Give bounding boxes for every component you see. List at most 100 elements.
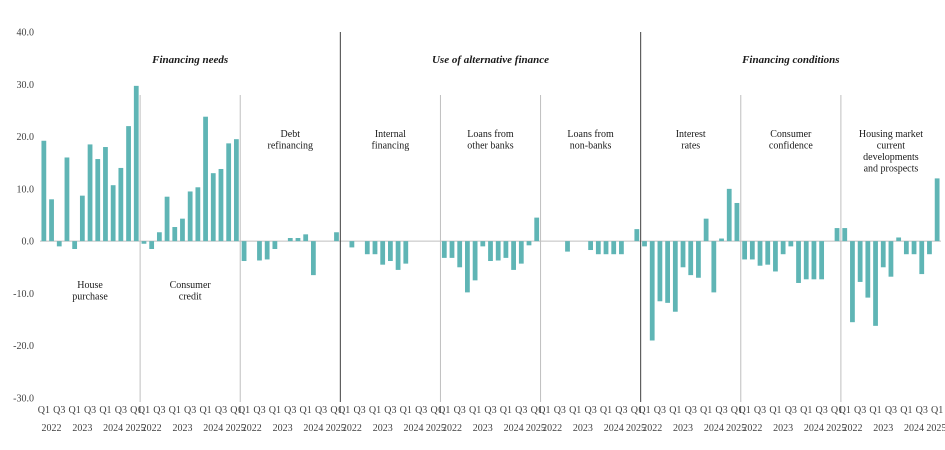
bar bbox=[449, 241, 455, 258]
x-tick-label: Q3 bbox=[215, 405, 227, 416]
x-year-label: 2022 bbox=[142, 423, 162, 434]
panel-label: Consumer confidence bbox=[769, 129, 813, 152]
x-tick-label: Q1 bbox=[69, 405, 81, 416]
x-year-label: 2022 bbox=[542, 423, 562, 434]
y-axis: 40.0 30.0 20.0 10.0 0.0 -10.0 -20.0 -30.0 bbox=[13, 28, 34, 405]
x-tick-label: Q3 bbox=[916, 405, 928, 416]
bar bbox=[334, 232, 339, 242]
x-year-label: 2024 bbox=[203, 423, 223, 434]
bar bbox=[141, 241, 147, 244]
x-tick-label: Q3 bbox=[315, 405, 327, 416]
panel-label-line: confidence bbox=[769, 141, 813, 152]
x-year-label: 2024 bbox=[704, 423, 724, 434]
panel-label-line: Debt bbox=[281, 129, 301, 140]
bar bbox=[634, 229, 640, 242]
bar bbox=[642, 241, 647, 247]
panel-label-line: other banks bbox=[467, 141, 513, 152]
panel-label: Loans from other banks bbox=[467, 129, 514, 152]
x-tick-label: Q1 bbox=[600, 405, 612, 416]
panel-label: Housing market current developments and pro… bbox=[859, 129, 923, 175]
x-year-label: 2025 bbox=[826, 423, 846, 434]
x-year-label: 2022 bbox=[342, 423, 362, 434]
bar bbox=[903, 241, 909, 255]
y-tick-label: 10.0 bbox=[17, 184, 35, 195]
bar bbox=[480, 241, 486, 247]
x-year-label: 2024 bbox=[103, 423, 123, 434]
x-year-label: 2024 bbox=[303, 423, 323, 434]
panel-label-line: Internal bbox=[375, 129, 406, 140]
panel-label-line: purchase bbox=[72, 292, 108, 303]
panel-label-line: Interest bbox=[676, 129, 706, 140]
bar bbox=[95, 159, 101, 242]
x-tick-label: Q3 bbox=[654, 405, 666, 416]
bar bbox=[180, 218, 185, 242]
x-tick-label: Q3 bbox=[253, 405, 265, 416]
bar bbox=[110, 185, 116, 242]
x-year-label: 2023 bbox=[573, 423, 593, 434]
bar bbox=[233, 139, 239, 242]
bar bbox=[927, 241, 932, 255]
x-year-label: 2025 bbox=[926, 423, 945, 434]
y-tick-label: -30.0 bbox=[13, 394, 34, 405]
x-year-label: 2022 bbox=[242, 423, 262, 434]
x-tick-label: Q1 bbox=[731, 405, 743, 416]
x-year-label: 2024 bbox=[403, 423, 423, 434]
bar bbox=[588, 241, 593, 251]
x-tick-label: Q3 bbox=[785, 405, 797, 416]
x-year-label: 2024 bbox=[604, 423, 624, 434]
bar bbox=[603, 241, 609, 255]
bar bbox=[719, 238, 724, 242]
panel-label-line: current bbox=[877, 141, 906, 152]
x-tick-label: Q3 bbox=[84, 405, 96, 416]
bar bbox=[164, 196, 170, 242]
x-year-label: 2023 bbox=[373, 423, 393, 434]
panel-label: Consumer credit bbox=[170, 280, 212, 303]
x-year-label: 2025 bbox=[125, 423, 145, 434]
x-year-label: 2022 bbox=[742, 423, 762, 434]
bar bbox=[665, 241, 671, 303]
x-tick-label: Q1 bbox=[531, 405, 543, 416]
bar bbox=[295, 238, 301, 242]
x-year-label: 2025 bbox=[426, 423, 446, 434]
panel-label-line: rates bbox=[681, 141, 700, 152]
bar bbox=[696, 241, 701, 278]
x-year-label: 2025 bbox=[626, 423, 646, 434]
panel-label-line: Consumer bbox=[770, 129, 812, 140]
panel-label-line: credit bbox=[179, 292, 202, 303]
x-tick-label: Q1 bbox=[839, 405, 851, 416]
bar bbox=[303, 234, 309, 242]
x-tick-label: Q3 bbox=[854, 405, 866, 416]
x-tick-label: Q1 bbox=[330, 405, 342, 416]
bar bbox=[210, 173, 216, 242]
bar bbox=[526, 241, 532, 246]
bar bbox=[172, 227, 178, 242]
bar bbox=[372, 241, 378, 255]
bar bbox=[287, 238, 293, 242]
x-year-label: 2022 bbox=[42, 423, 62, 434]
x-tick-label: Q3 bbox=[484, 405, 496, 416]
bar bbox=[803, 241, 809, 280]
bar bbox=[226, 143, 232, 242]
bar bbox=[934, 178, 940, 242]
x-tick-label: Q1 bbox=[169, 405, 181, 416]
x-tick-label: Q1 bbox=[238, 405, 250, 416]
x-tick-label: Q3 bbox=[584, 405, 596, 416]
x-tick-label: Q1 bbox=[430, 405, 442, 416]
y-tick-label: 30.0 bbox=[17, 80, 35, 91]
x-year-label: 2025 bbox=[326, 423, 346, 434]
x-tick-label: Q1 bbox=[369, 405, 381, 416]
bar bbox=[811, 241, 817, 280]
bar bbox=[873, 241, 878, 326]
x-tick-label: Q1 bbox=[831, 405, 843, 416]
bar bbox=[195, 187, 201, 242]
bar bbox=[41, 140, 47, 242]
bar bbox=[488, 241, 493, 262]
x-tick-label: Q1 bbox=[469, 405, 481, 416]
bar bbox=[773, 241, 778, 272]
x-tick-label: Q3 bbox=[353, 405, 365, 416]
x-tick-label: Q3 bbox=[153, 405, 165, 416]
bar bbox=[726, 188, 732, 242]
bar bbox=[72, 241, 78, 249]
panel-label-line: financing bbox=[372, 141, 410, 152]
x-year-label: 2024 bbox=[904, 423, 924, 434]
